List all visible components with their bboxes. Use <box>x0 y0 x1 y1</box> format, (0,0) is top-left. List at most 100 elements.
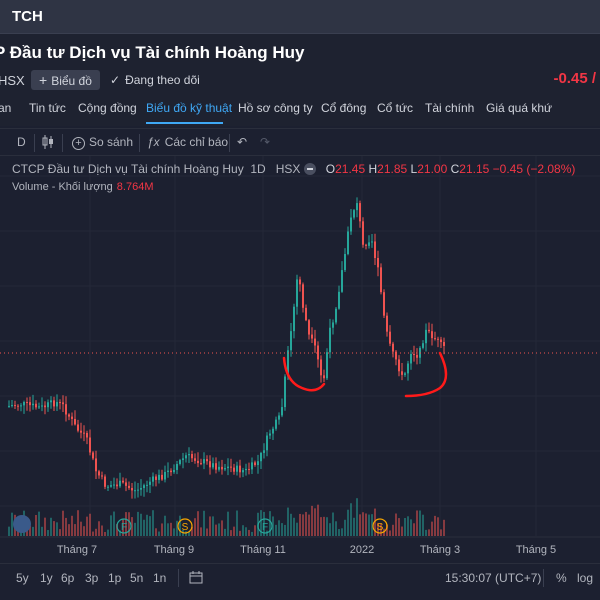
tab-financials[interactable]: Tài chính <box>425 101 475 115</box>
range-1m[interactable]: 1p <box>108 571 122 585</box>
percent-toggle[interactable]: % <box>556 571 567 585</box>
volume-bar <box>140 513 142 536</box>
volume-bar <box>65 517 67 536</box>
volume-bar <box>119 530 121 536</box>
candle-body <box>167 470 169 472</box>
volume-bar <box>230 530 232 536</box>
candle-body <box>143 485 145 489</box>
volume-bar <box>107 529 109 536</box>
candle-body <box>173 469 175 473</box>
tab-overview[interactable]: an <box>0 101 12 115</box>
candle-body <box>155 476 157 480</box>
candlestick-icon[interactable] <box>42 135 54 152</box>
tab-dividends[interactable]: Cổ tức <box>377 101 414 115</box>
tab-shareholders[interactable]: Cổ đông <box>321 101 367 115</box>
candle-body <box>170 470 172 473</box>
volume-bar <box>437 517 439 536</box>
volume-label: Volume - Khối lượng <box>12 181 113 193</box>
legend-series-name: CTCP Đầu tư Dịch vụ Tài chính Hoàng Huy <box>12 162 244 176</box>
volume-bar <box>50 517 52 536</box>
tab-company-profile[interactable]: Hồ sơ công ty <box>238 101 313 115</box>
chart-button[interactable]: + Biểu đồ <box>31 70 100 90</box>
range-1d[interactable]: 1n <box>153 571 167 585</box>
candle-body <box>95 458 97 472</box>
toolbar-divider <box>229 134 230 152</box>
volume-bar <box>26 527 28 536</box>
candle-body <box>194 458 196 461</box>
volume-bar <box>137 511 139 536</box>
candle-body <box>215 463 217 470</box>
volume-bar <box>242 525 244 536</box>
candle-body <box>293 306 295 332</box>
range-1y[interactable]: 1y <box>40 571 53 585</box>
top-bar: TCH <box>0 0 600 34</box>
candle-body <box>260 452 262 462</box>
candle-body <box>251 462 253 470</box>
candle-body <box>272 428 274 434</box>
tab-technical-chart[interactable]: Biểu đồ kỹ thuật <box>146 101 233 115</box>
candle-body <box>362 221 364 245</box>
candle-body <box>56 402 58 407</box>
volume-bar <box>296 522 298 536</box>
candle-body <box>74 418 76 425</box>
candle-body <box>341 270 343 292</box>
candle-body <box>278 415 280 420</box>
active-tab-indicator <box>146 122 223 124</box>
tab-community[interactable]: Cộng đồng <box>78 101 137 115</box>
undo-icon[interactable]: ↶ <box>237 135 248 149</box>
volume-bar <box>131 517 133 536</box>
chart-canvas[interactable]: F S F S Tháng 7 Tháng 9 Tháng 11 2022 Tháng 3 Thá… <box>0 156 600 560</box>
clock-time[interactable]: 15:30:07 (UTC+7) <box>445 571 542 585</box>
range-5d[interactable]: 5n <box>130 571 144 585</box>
tab-news[interactable]: Tin tức <box>29 101 66 115</box>
visibility-toggle-icon[interactable] <box>304 163 317 175</box>
range-6m[interactable]: 6p <box>61 571 75 585</box>
volume-bar <box>41 526 43 536</box>
indicators-button[interactable]: ƒx Các chỉ báo <box>147 135 228 149</box>
legend-change: −0.45 (−2.08%) <box>492 162 576 176</box>
volume-bar <box>173 528 175 536</box>
candle-body <box>308 320 310 335</box>
candle-body <box>284 376 286 408</box>
price-chart[interactable]: F S F S Tháng 7 Tháng 9 Tháng 11 2022 Tháng 3 Thá… <box>0 156 600 560</box>
volume-bar <box>302 514 304 536</box>
event-marker <box>116 518 132 534</box>
toolbar-divider <box>139 134 140 152</box>
volume-bar <box>188 531 190 536</box>
volume-bar <box>176 520 178 536</box>
volume-bar <box>338 529 340 536</box>
volume-bar <box>284 524 286 536</box>
tab-price-history[interactable]: Giá quá khứ <box>486 101 553 115</box>
candle-body <box>182 458 184 461</box>
compare-button[interactable]: + So sánh <box>72 135 133 150</box>
log-toggle[interactable]: log <box>577 571 594 585</box>
volume-bar <box>305 511 307 536</box>
candle-body <box>134 490 136 492</box>
volume-bar <box>53 521 55 536</box>
follow-button[interactable]: ✓ Đang theo dõi <box>110 73 200 87</box>
date-range-icon[interactable] <box>189 571 203 587</box>
volume-bar <box>194 518 196 536</box>
range-5y[interactable]: 5y <box>16 571 29 585</box>
volume-bar <box>35 514 37 536</box>
candle-body <box>392 343 394 352</box>
range-3m[interactable]: 3p <box>85 571 99 585</box>
candle-body <box>413 353 415 355</box>
candle-body <box>290 331 292 351</box>
candle-body <box>164 471 166 480</box>
volume-bar <box>104 531 106 536</box>
candle-body <box>200 463 202 465</box>
volume-bar <box>386 524 388 536</box>
redo-icon[interactable]: ↷ <box>260 135 271 149</box>
interval-selector[interactable]: D <box>17 135 26 149</box>
tab-bar: an Tin tức Cộng đồng Biểu đồ kỹ thuật Hồ… <box>0 98 600 126</box>
volume-bar <box>329 523 331 536</box>
candle-body <box>8 405 10 407</box>
candle-body <box>242 470 244 473</box>
volume-bar <box>272 516 274 536</box>
volume-bar <box>389 530 391 536</box>
volume-bar <box>398 518 400 536</box>
volume-bar <box>299 513 301 536</box>
annotation-stroke <box>282 356 326 392</box>
volume-bar <box>206 528 208 536</box>
